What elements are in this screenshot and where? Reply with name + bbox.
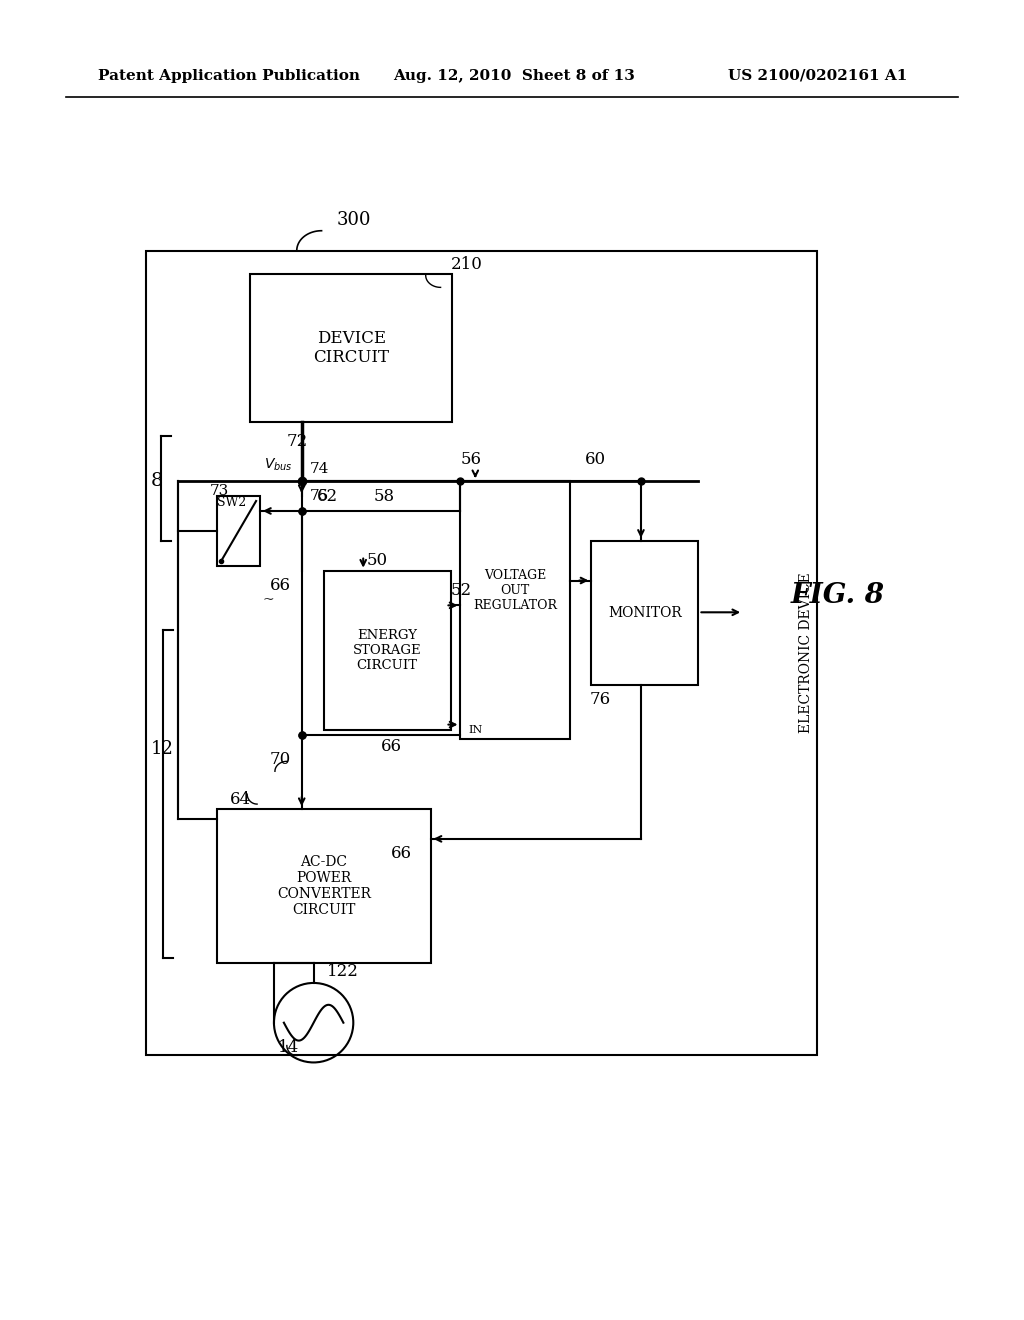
- Text: 72: 72: [287, 433, 308, 450]
- Text: AC-DC
POWER
CONVERTER
CIRCUIT: AC-DC POWER CONVERTER CIRCUIT: [278, 855, 371, 917]
- Bar: [217, 496, 260, 565]
- Text: 50: 50: [367, 552, 387, 569]
- Text: MONITOR: MONITOR: [608, 606, 682, 620]
- Text: US 2100/0202161 A1: US 2100/0202161 A1: [728, 69, 907, 83]
- Text: ~: ~: [262, 594, 273, 607]
- Text: SW2: SW2: [217, 496, 247, 510]
- Text: 12: 12: [151, 741, 174, 759]
- Text: 66: 66: [381, 738, 402, 755]
- Bar: [591, 541, 698, 685]
- Bar: [146, 251, 817, 1056]
- Text: 70: 70: [270, 751, 291, 768]
- Text: 52: 52: [451, 582, 472, 599]
- Text: 66: 66: [270, 577, 291, 594]
- Text: IN: IN: [468, 725, 482, 734]
- Bar: [250, 275, 453, 421]
- Text: 122: 122: [327, 962, 358, 979]
- Text: DEVICE
CIRCUIT: DEVICE CIRCUIT: [313, 330, 389, 366]
- Text: 300: 300: [337, 211, 371, 228]
- Text: 62: 62: [316, 487, 338, 504]
- Text: 73: 73: [210, 484, 228, 498]
- Bar: [461, 480, 569, 739]
- Text: 58: 58: [373, 487, 394, 504]
- Text: 64: 64: [230, 791, 252, 808]
- Text: ELECTRONIC DEVICE: ELECTRONIC DEVICE: [799, 573, 813, 734]
- Text: VOLTAGE
OUT
REGULATOR: VOLTAGE OUT REGULATOR: [473, 569, 557, 612]
- Text: $V_{bus}$: $V_{bus}$: [264, 457, 293, 474]
- Text: 60: 60: [585, 450, 605, 467]
- Text: Aug. 12, 2010  Sheet 8 of 13: Aug. 12, 2010 Sheet 8 of 13: [393, 69, 635, 83]
- Text: 76: 76: [590, 692, 610, 709]
- Text: 8: 8: [151, 473, 164, 490]
- Text: FIG. 8: FIG. 8: [791, 582, 885, 609]
- Text: ENERGY
STORAGE
CIRCUIT: ENERGY STORAGE CIRCUIT: [352, 628, 421, 672]
- Text: 74: 74: [309, 462, 329, 477]
- Text: 14: 14: [278, 1039, 299, 1056]
- Text: 75: 75: [309, 488, 329, 503]
- Text: Patent Application Publication: Patent Application Publication: [98, 69, 360, 83]
- Bar: [217, 809, 431, 964]
- Bar: [324, 570, 451, 730]
- Text: 210: 210: [451, 256, 482, 273]
- Text: 66: 66: [391, 845, 412, 862]
- Text: 56: 56: [461, 450, 481, 467]
